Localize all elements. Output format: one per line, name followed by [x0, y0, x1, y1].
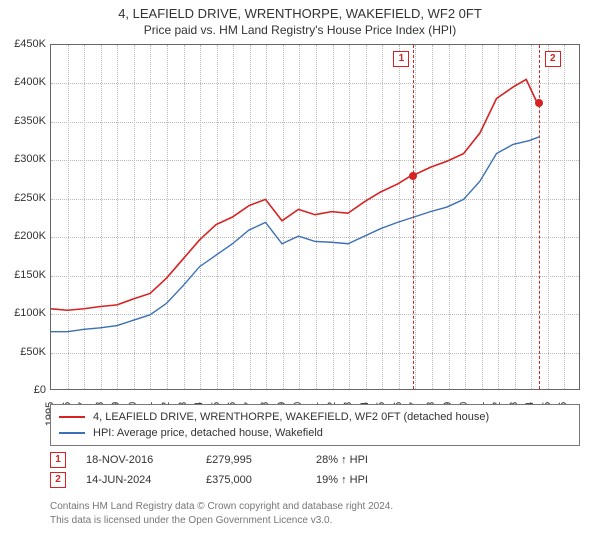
- legend-item-hpi: HPI: Average price, detached house, Wake…: [59, 425, 571, 441]
- y-tick-label: £400K: [14, 76, 46, 88]
- y-tick-label: £450K: [14, 38, 46, 50]
- sale-pct-2: 19% ↑ HPI: [316, 474, 406, 486]
- legend: 4, LEAFIELD DRIVE, WRENTHORPE, WAKEFIELD…: [50, 404, 580, 446]
- sale-row-2: 2 14-JUN-2024 £375,000 19% ↑ HPI: [50, 470, 580, 490]
- sale-dot: [409, 172, 417, 180]
- y-tick-label: £300K: [14, 153, 46, 165]
- footer-line-1: Contains HM Land Registry data © Crown c…: [50, 500, 580, 514]
- legend-label-hpi: HPI: Average price, detached house, Wake…: [93, 427, 323, 439]
- sale-pct-1: 28% ↑ HPI: [316, 454, 406, 466]
- chart-area: 12 £0£50K£100K£150K£200K£250K£300K£350K£…: [50, 44, 580, 390]
- y-tick-label: £200K: [14, 230, 46, 242]
- legend-label-property: 4, LEAFIELD DRIVE, WRENTHORPE, WAKEFIELD…: [93, 411, 489, 423]
- sales-table: 1 18-NOV-2016 £279,995 28% ↑ HPI 2 14-JU…: [50, 450, 580, 490]
- series-property: [51, 79, 537, 310]
- legend-swatch-hpi: [59, 432, 85, 434]
- legend-swatch-property: [59, 416, 85, 418]
- sale-row-1: 1 18-NOV-2016 £279,995 28% ↑ HPI: [50, 450, 580, 470]
- sale-date-2: 14-JUN-2024: [86, 474, 186, 486]
- y-tick-label: £250K: [14, 192, 46, 204]
- chart-marker-2: 2: [545, 51, 561, 67]
- legend-item-property: 4, LEAFIELD DRIVE, WRENTHORPE, WAKEFIELD…: [59, 409, 571, 425]
- plot-area: 12: [50, 44, 580, 390]
- sale-price-2: £375,000: [206, 474, 296, 486]
- footer: Contains HM Land Registry data © Crown c…: [50, 500, 580, 527]
- y-tick-label: £100K: [14, 307, 46, 319]
- line-series-svg: [51, 45, 579, 389]
- y-tick-label: £0: [34, 384, 46, 396]
- y-tick-label: £350K: [14, 115, 46, 127]
- footer-line-2: This data is licensed under the Open Gov…: [50, 514, 580, 528]
- chart-container: 4, LEAFIELD DRIVE, WRENTHORPE, WAKEFIELD…: [0, 0, 600, 560]
- y-tick-label: £50K: [20, 346, 46, 358]
- chart-marker-1: 1: [393, 51, 409, 67]
- sale-marker-2: 2: [50, 472, 66, 488]
- sale-marker-1: 1: [50, 452, 66, 468]
- sale-dot: [535, 99, 543, 107]
- title-block: 4, LEAFIELD DRIVE, WRENTHORPE, WAKEFIELD…: [0, 0, 600, 37]
- y-tick-label: £150K: [14, 269, 46, 281]
- title-line-1: 4, LEAFIELD DRIVE, WRENTHORPE, WAKEFIELD…: [0, 6, 600, 21]
- sale-date-1: 18-NOV-2016: [86, 454, 186, 466]
- sale-price-1: £279,995: [206, 454, 296, 466]
- title-line-2: Price paid vs. HM Land Registry's House …: [0, 23, 600, 37]
